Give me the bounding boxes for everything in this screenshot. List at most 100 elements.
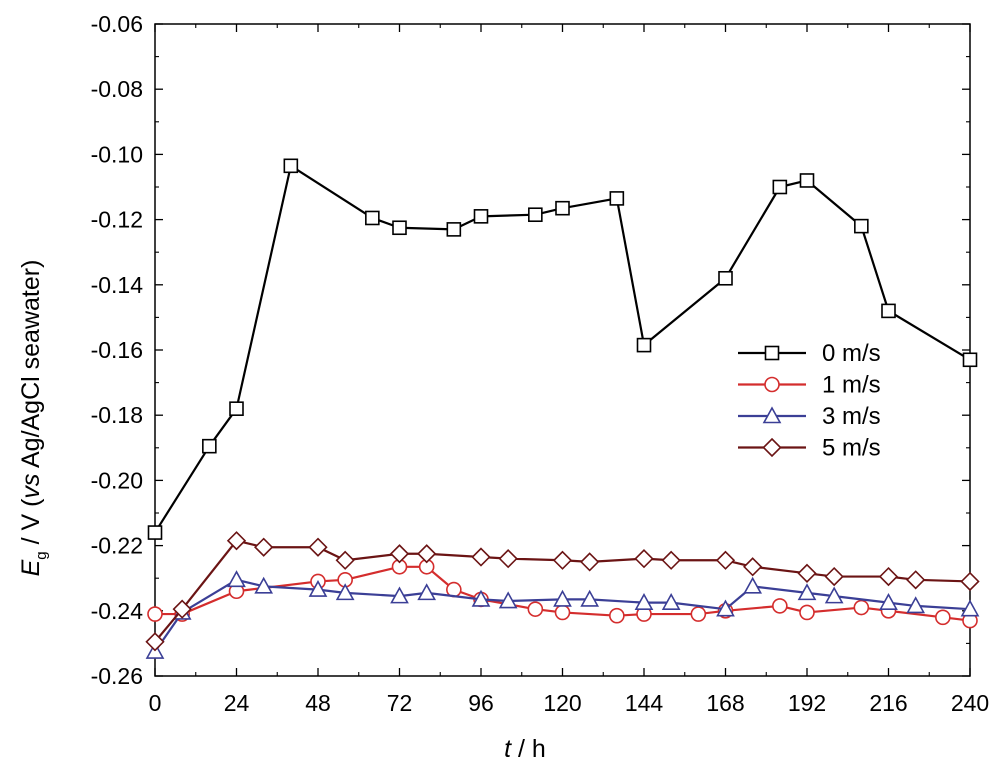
data-point [609,191,625,206]
series-layer [145,158,980,659]
legend-label: 0 m/s [822,340,881,367]
x-tick-label: 240 [951,690,989,716]
y-axis-variable: E [17,559,45,576]
data-point [853,599,870,616]
data-point [555,200,570,216]
legend-label: 3 m/s [822,403,881,430]
y-axis-reference: Ag/AgCl seawater) [17,260,45,474]
data-point [824,586,844,604]
data-point [799,604,815,621]
y-axis-subscript: g [33,551,50,559]
data-point [962,352,978,368]
data-point [528,207,543,223]
y-tick-label: -0.18 [91,402,143,428]
data-point [636,337,652,353]
legend-item: 1 m/s [738,372,881,399]
data-point [960,571,980,592]
y-tick-label: -0.12 [91,207,143,233]
series-diamond [145,531,980,652]
data-point [365,210,380,226]
data-point [229,401,244,416]
data-point [772,598,788,614]
data-point [446,222,462,237]
y-tick-label: -0.10 [91,141,143,167]
data-point [202,438,217,454]
data-point [498,549,518,569]
x-tick-label: 24 [224,690,250,716]
data-point [743,576,763,594]
data-point [392,220,407,236]
x-axis-variable: t [504,735,512,763]
y-tick-label: -0.22 [91,533,143,559]
y-axis-label: Eg / V (vs Ag/AgCl seawater) [17,260,50,577]
data-point [554,604,571,621]
x-tick-label: 120 [543,690,581,716]
legend-marker [764,376,780,393]
x-tick-label: 72 [387,690,413,716]
data-point [716,599,735,617]
x-tick-label: 48 [305,690,331,716]
y-tick-label: -0.08 [91,76,143,102]
data-point [308,537,328,557]
legend-marker [764,345,780,361]
data-point [661,550,681,570]
data-point [498,591,518,609]
y-tick-label: -0.16 [91,337,143,363]
data-point [690,606,707,622]
data-point [634,549,654,569]
data-point [799,173,815,188]
y-axis-unit: / V ( [17,498,45,551]
x-axis-unit: / h [511,735,546,763]
data-point [283,158,299,174]
data-point [335,550,355,570]
x-tick-label: 216 [869,690,907,716]
data-point [471,547,491,567]
data-point [527,601,544,617]
data-point [417,544,437,564]
series-square [147,158,978,540]
data-point [308,579,328,597]
data-point [390,586,409,604]
data-point [580,589,600,607]
legend-label: 5 m/s [822,435,881,462]
data-point [854,218,869,234]
legend-marker [762,406,782,424]
data-point [553,589,572,607]
data-point [797,583,817,601]
data-point [743,557,763,577]
legend-label: 1 m/s [822,372,881,399]
data-point [935,609,951,626]
data-point [878,566,899,587]
data-point [145,632,165,652]
legend-marker [762,437,782,458]
data-point [718,270,733,286]
y-tick-label: -0.14 [91,272,144,298]
data-point [906,596,926,614]
data-point [172,599,192,619]
data-point [881,303,896,319]
series-line [154,164,971,534]
data-point [715,550,736,570]
data-point [471,589,491,607]
data-point [634,592,654,610]
y-tick-label: -0.24 [91,598,144,624]
y-tick-label: -0.26 [91,663,143,689]
data-point [254,537,274,557]
x-tick-label: 96 [468,690,494,716]
data-point [226,531,247,551]
data-point [227,570,246,588]
x-axis-label: t / h [504,735,546,763]
data-point [879,592,898,610]
data-point [609,607,625,624]
data-point [473,209,489,224]
legend-item: 0 m/s [738,340,881,367]
data-point [960,599,980,617]
data-point [552,550,573,570]
data-point [772,179,788,195]
x-tick-label: 168 [706,690,744,716]
y-axis-vs: vs [17,474,45,499]
x-tick-label: 0 [149,690,162,716]
data-point [580,552,600,572]
legend-item: 3 m/s [738,403,881,430]
